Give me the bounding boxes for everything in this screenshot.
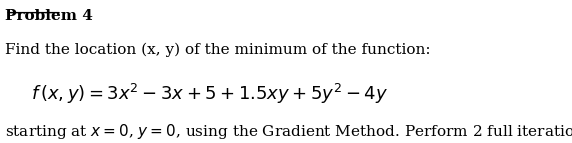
Text: Find the location (x, y) of the minimum of the function:: Find the location (x, y) of the minimum … <box>6 42 431 57</box>
Text: Problem 4: Problem 4 <box>6 9 93 23</box>
Text: $f\,(x,y)=3x^2-3x+5+1.5xy+5y^2-4y$: $f\,(x,y)=3x^2-3x+5+1.5xy+5y^2-4y$ <box>30 82 388 106</box>
Text: starting at $x=0$, $y=0$, using the Gradient Method. Perform 2 full iterations.: starting at $x=0$, $y=0$, using the Grad… <box>6 122 572 141</box>
